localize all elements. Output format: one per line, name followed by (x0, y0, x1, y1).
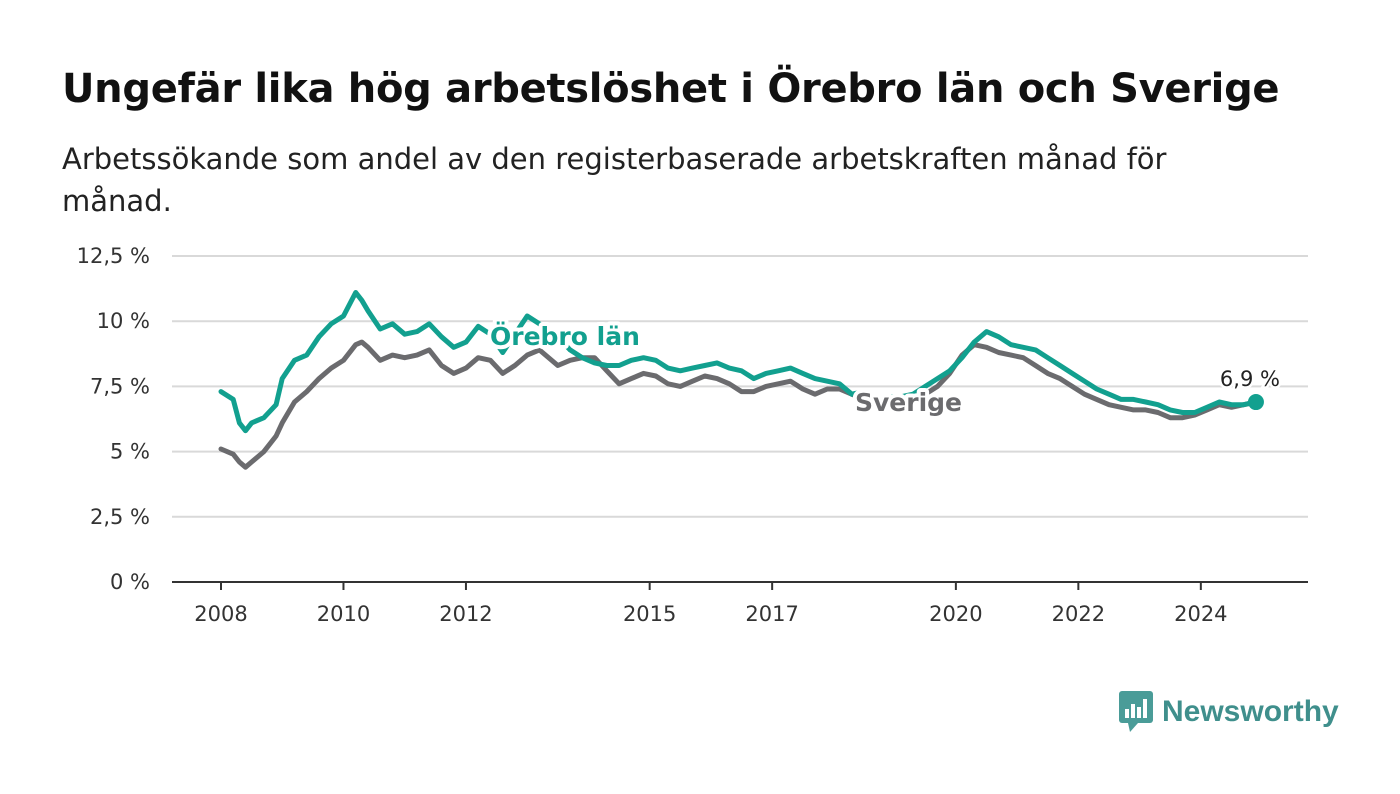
series-label-sverige: Sverige (855, 388, 962, 417)
chart-title: Ungefär lika hög arbetslöshet i Örebro l… (62, 66, 1280, 112)
y-axis-ticks: 0 % 2,5 % 5 % 7,5 % 10 % 12,5 % (77, 244, 150, 594)
series-label-orebro: Örebro län (490, 321, 640, 351)
x-tick-label: 2010 (317, 602, 370, 626)
x-tick-label: 2020 (929, 602, 982, 626)
line-chart: 0 %2,5 %5 %7,5 %10 %12,5 % 2008 2010 2012 2… (77, 244, 1308, 626)
grid-lines (172, 255, 1308, 583)
x-tick-label: 2012 (439, 602, 492, 626)
y-tick-label: 12,5 % (77, 244, 150, 268)
x-tick-label: 2017 (745, 602, 798, 626)
end-point-marker (1247, 394, 1264, 411)
series-line-sverige (218, 339, 1259, 470)
x-axis-ticks: 2008 2010 2012 2015 2017 2020 2022 2024 (194, 582, 1228, 626)
y-tick-label: 10 % (97, 309, 150, 333)
x-tick-label: 2008 (194, 602, 247, 626)
newsworthy-logo-icon (1119, 691, 1153, 732)
y-tick-label: 2,5 % (90, 505, 150, 529)
chart-subtitle: Arbetssökande som andel av den registerb… (62, 142, 1167, 218)
brand-name: Newsworthy (1162, 695, 1339, 728)
x-tick-label: 2015 (623, 602, 676, 626)
newsworthy-brand[interactable]: Newsworthy (1118, 690, 1339, 734)
series-lines (218, 290, 1264, 470)
series-labels: Örebro län Sverige 6,9 % (486, 317, 1282, 421)
y-tick-label: 7,5 % (90, 374, 150, 398)
x-tick-label: 2022 (1052, 602, 1105, 626)
series-line-orebro (218, 290, 1259, 434)
end-value-label: 6,9 % (1220, 367, 1280, 391)
y-tick-label: 0 % (110, 570, 150, 594)
y-tick-label: 5 % (110, 440, 150, 464)
x-tick-label: 2024 (1174, 602, 1227, 626)
